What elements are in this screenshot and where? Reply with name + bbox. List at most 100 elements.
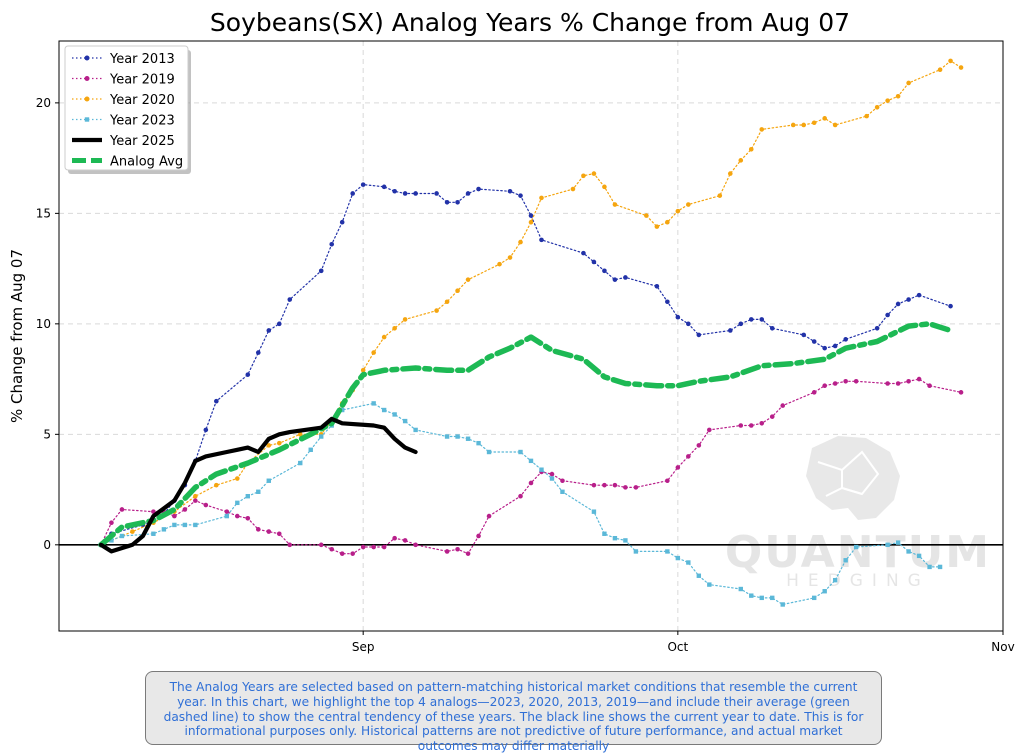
legend: Year 2013 Year 2019 Year 2020 Year 2023 Year… [64,45,191,174]
data-point [465,191,471,196]
data-point [853,544,859,550]
data-point [287,297,293,302]
data-point [623,485,628,490]
legend-label: Year 2019 [109,73,175,88]
legend-item-year-2019: Year 2019 [72,73,175,88]
data-point [801,122,807,128]
data-point [581,173,586,179]
data-point [937,67,943,73]
data-point [696,443,702,448]
data-point [476,533,481,539]
data-point [119,533,125,539]
data-point [455,434,460,439]
data-point [297,432,303,437]
data-point [413,191,418,196]
data-point [507,188,513,194]
data-point [486,449,492,455]
data-point [266,328,272,333]
data-point [560,478,565,484]
data-point [644,213,649,218]
data-point [675,465,681,470]
data-point [612,277,618,282]
data-point [738,321,744,327]
legend-marker [84,117,90,122]
data-point [906,80,911,86]
data-point [885,312,890,318]
data-point [193,493,198,499]
x-tick-label: Oct [667,640,688,654]
data-point [759,127,765,132]
data-point [392,325,397,331]
data-point [235,513,240,519]
data-point [895,540,901,545]
watermark-sub: HEDGING [786,571,930,591]
y-tick-label: 20 [36,96,51,110]
series-year-2020 [98,58,964,548]
data-point [748,423,754,428]
data-point [172,513,177,519]
data-point [255,527,261,532]
data-point [591,482,597,488]
data-point [759,317,765,322]
data-point [402,317,408,322]
data-point [245,494,250,499]
data-point [906,549,911,554]
data-point [707,427,712,433]
data-point [276,321,282,327]
series-year-2023 [98,401,943,607]
data-point [214,482,219,488]
data-point [665,478,670,484]
data-point [182,507,188,512]
data-point [549,476,555,481]
data-point [371,350,376,355]
data-point [371,544,376,550]
data-point [266,478,271,483]
data-point [224,513,230,519]
data-point [958,65,964,70]
data-point [696,332,702,338]
data-point [350,551,355,556]
x-tick-label: Sep [352,640,375,654]
data-point [350,191,355,196]
data-point [193,498,198,503]
data-point [885,381,890,386]
data-point [749,593,754,598]
data-point [528,480,534,486]
chart-title: Soybeans(SX) Analog Years % Change from … [210,8,850,37]
y-tick-label: 10 [36,317,51,331]
series-year-2025 [98,416,418,554]
data-point [528,458,534,464]
data-point [518,449,523,455]
data-point [235,500,240,506]
data-point [812,595,817,601]
legend-item-analog-avg: Analog Avg [72,155,183,170]
data-point [843,337,848,342]
data-point [392,535,397,541]
data-point [686,321,691,327]
y-axis-label: % Change from Aug 07 [8,249,26,423]
data-point [811,339,817,344]
legend-marker [84,76,90,81]
data-point [340,407,345,413]
data-point [224,509,230,514]
data-point [371,401,376,406]
series-line-year-2025 [98,416,418,554]
data-point [172,522,177,528]
data-point [937,564,943,570]
data-point [214,398,219,404]
data-point [801,332,807,338]
data-point [402,538,408,543]
data-point [528,213,534,218]
data-point [203,502,209,508]
data-point [518,493,523,499]
data-point [465,551,471,556]
data-point [402,418,408,424]
data-point [665,299,670,305]
data-point [843,558,848,563]
data-point [602,531,607,536]
data-point [109,520,114,526]
legend-item-year-2020: Year 2020 [72,93,175,108]
data-point [832,343,838,349]
data-point [822,116,827,121]
data-point [455,546,460,552]
